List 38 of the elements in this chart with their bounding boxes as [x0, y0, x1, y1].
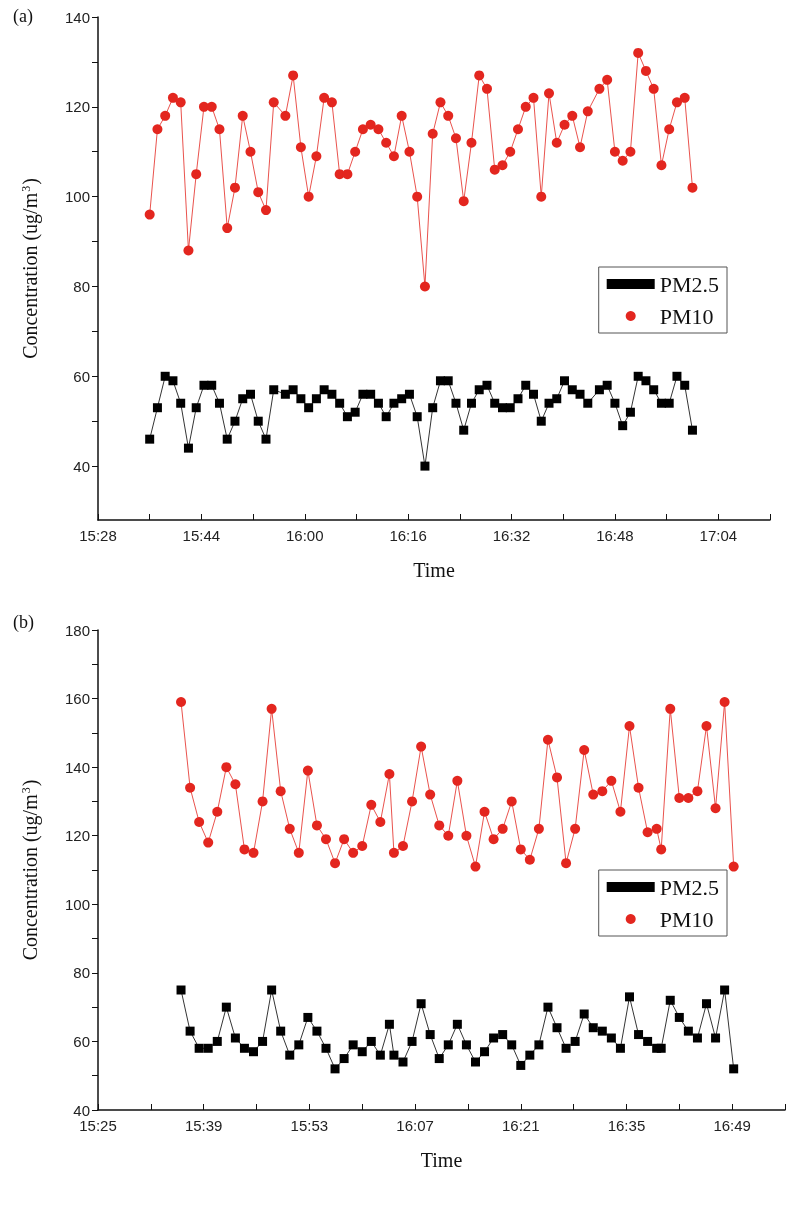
x-tick-label: 15:39	[184, 1117, 223, 1134]
x-tick-label: 15:44	[182, 527, 221, 544]
y-tick-label: 80	[73, 964, 90, 982]
legend-label: PM2.5	[659, 271, 719, 297]
y-axis-title: Concentration (ug/m3)	[19, 178, 42, 359]
y-tick-label: 120	[64, 827, 90, 845]
x-tick-label: 16:49	[713, 1117, 751, 1134]
x-axis-title: Time	[420, 1149, 463, 1171]
y-tick-label: 140	[64, 8, 90, 26]
x-tick-label: 16:32	[492, 527, 531, 544]
chart-title: (a)	[13, 6, 33, 27]
x-tick-label: 16:21	[502, 1117, 540, 1134]
y-tick-label: 160	[64, 690, 90, 708]
x-tick-label: 16:07	[396, 1117, 434, 1134]
y-tick-label: 60	[73, 1032, 90, 1050]
legend-label: PM2.5	[659, 874, 719, 900]
y-tick-label: 120	[64, 98, 90, 116]
x-tick-label: 16:35	[607, 1117, 646, 1134]
y-tick-label: 40	[73, 1101, 90, 1119]
x-tick-label: 15:25	[79, 1117, 117, 1134]
y-tick-label: 60	[73, 367, 90, 385]
y-axis-title: Concentration (ug/m3)	[19, 779, 42, 961]
x-axis-title: Time	[413, 559, 455, 581]
x-tick-label: 16:48	[596, 527, 634, 544]
y-tick-label: 80	[73, 277, 90, 295]
x-tick-label: 15:28	[79, 527, 117, 544]
y-tick-label: 100	[64, 188, 90, 206]
x-tick-label: 16:16	[389, 527, 427, 544]
x-tick-label: 15:53	[290, 1117, 329, 1134]
y-tick-label: 140	[64, 758, 90, 776]
y-tick-label: 180	[64, 621, 90, 639]
y-tick-label: 40	[73, 457, 90, 475]
y-tick-label: 100	[64, 895, 90, 913]
legend-label: PM10	[659, 303, 714, 329]
legend-label: PM10	[659, 906, 714, 932]
x-tick-label: 16:00	[285, 527, 324, 544]
x-tick-label: 17:04	[699, 527, 738, 544]
chart-title: (b)	[13, 612, 34, 633]
